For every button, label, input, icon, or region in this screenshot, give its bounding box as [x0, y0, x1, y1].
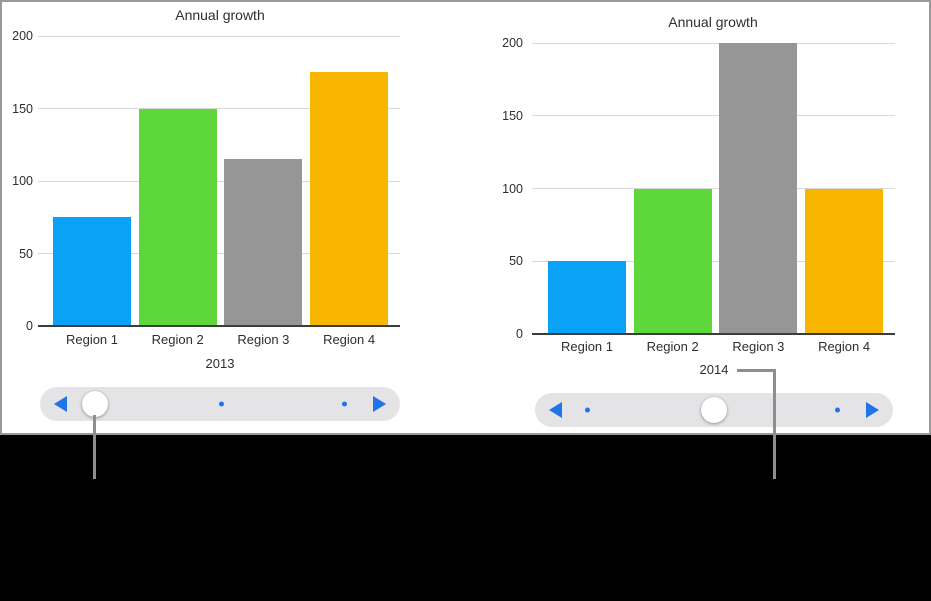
gridline	[532, 188, 895, 189]
gridline	[38, 35, 400, 37]
y-axis-tick-label: 50	[509, 254, 523, 269]
x-axis-category-label: Region 1	[65, 332, 119, 347]
bar-region-4[interactable]	[805, 188, 884, 334]
bar-region-2[interactable]	[138, 108, 217, 326]
slider-forward-arrow-icon[interactable]	[373, 396, 386, 412]
interactive-chart-slider-2013[interactable]	[40, 387, 400, 421]
chart-title-2013: Annual growth	[175, 7, 265, 23]
y-axis-tick-label: 0	[26, 319, 33, 333]
slider-position-dot[interactable]	[585, 407, 591, 413]
slider-back-arrow-icon[interactable]	[54, 396, 67, 412]
bar-region-4[interactable]	[310, 72, 389, 326]
x-axis-category-label: Region 3	[732, 339, 785, 354]
x-axis-baseline	[532, 333, 895, 335]
callout-line-slider-knob	[93, 415, 96, 479]
plot-area-2014: 0 50 100 150 200 Region 1 Region 2 Region 3 Regi…	[502, 36, 895, 354]
slider-knob[interactable]	[701, 397, 727, 423]
bar-region-1[interactable]	[53, 217, 131, 326]
interactive-chart-slider-2014[interactable]	[535, 393, 893, 427]
gridline	[38, 108, 400, 109]
y-axis-tick-label: 100	[12, 174, 33, 188]
x-axis-category-label: Region 3	[237, 332, 290, 347]
bar-region-2[interactable]	[633, 188, 712, 334]
slider-knob[interactable]	[82, 391, 109, 417]
caption-area	[0, 435, 931, 601]
y-axis-tick-label: 0	[516, 327, 523, 341]
bar-region-3[interactable]	[719, 43, 798, 334]
gridline	[532, 42, 895, 44]
x-axis-category-label: Region 2	[646, 339, 699, 354]
slider-back-arrow-icon[interactable]	[549, 402, 562, 418]
y-axis-tick-label: 100	[502, 181, 523, 196]
slider-position-dot[interactable]	[218, 401, 224, 407]
gridline	[38, 180, 400, 182]
callout-line-year-label-h	[737, 369, 776, 372]
gridline	[532, 115, 895, 117]
x-axis-baseline	[38, 325, 400, 327]
x-axis-category-label: Region 1	[560, 339, 614, 354]
slider-forward-arrow-icon[interactable]	[866, 402, 879, 418]
x-axis-title-2014: 2014	[699, 362, 729, 377]
x-axis-category-label: Region 4	[323, 332, 376, 347]
y-axis-tick-label: 200	[12, 29, 33, 43]
x-axis-title-2013: 2013	[205, 356, 235, 371]
plot-area-2013: 0 50 100 150 200 Region 1 Region 2 Region 3 Regi…	[12, 29, 400, 347]
callout-line-year-label-v	[773, 369, 776, 479]
gridline	[532, 260, 895, 262]
slider-position-dot[interactable]	[341, 401, 347, 407]
slider-position-dot[interactable]	[835, 407, 841, 413]
chart-title-2014: Annual growth	[668, 14, 758, 30]
bar-region-1[interactable]	[548, 261, 626, 334]
y-axis-tick-label: 50	[19, 246, 33, 261]
y-axis-tick-label: 150	[12, 101, 33, 116]
y-axis-tick-label: 150	[502, 108, 523, 123]
y-axis-tick-label: 200	[502, 36, 523, 50]
x-axis-category-label: Region 4	[818, 339, 871, 354]
bar-region-3[interactable]	[224, 159, 303, 326]
x-axis-category-label: Region 2	[151, 332, 204, 347]
gridline	[38, 253, 400, 254]
